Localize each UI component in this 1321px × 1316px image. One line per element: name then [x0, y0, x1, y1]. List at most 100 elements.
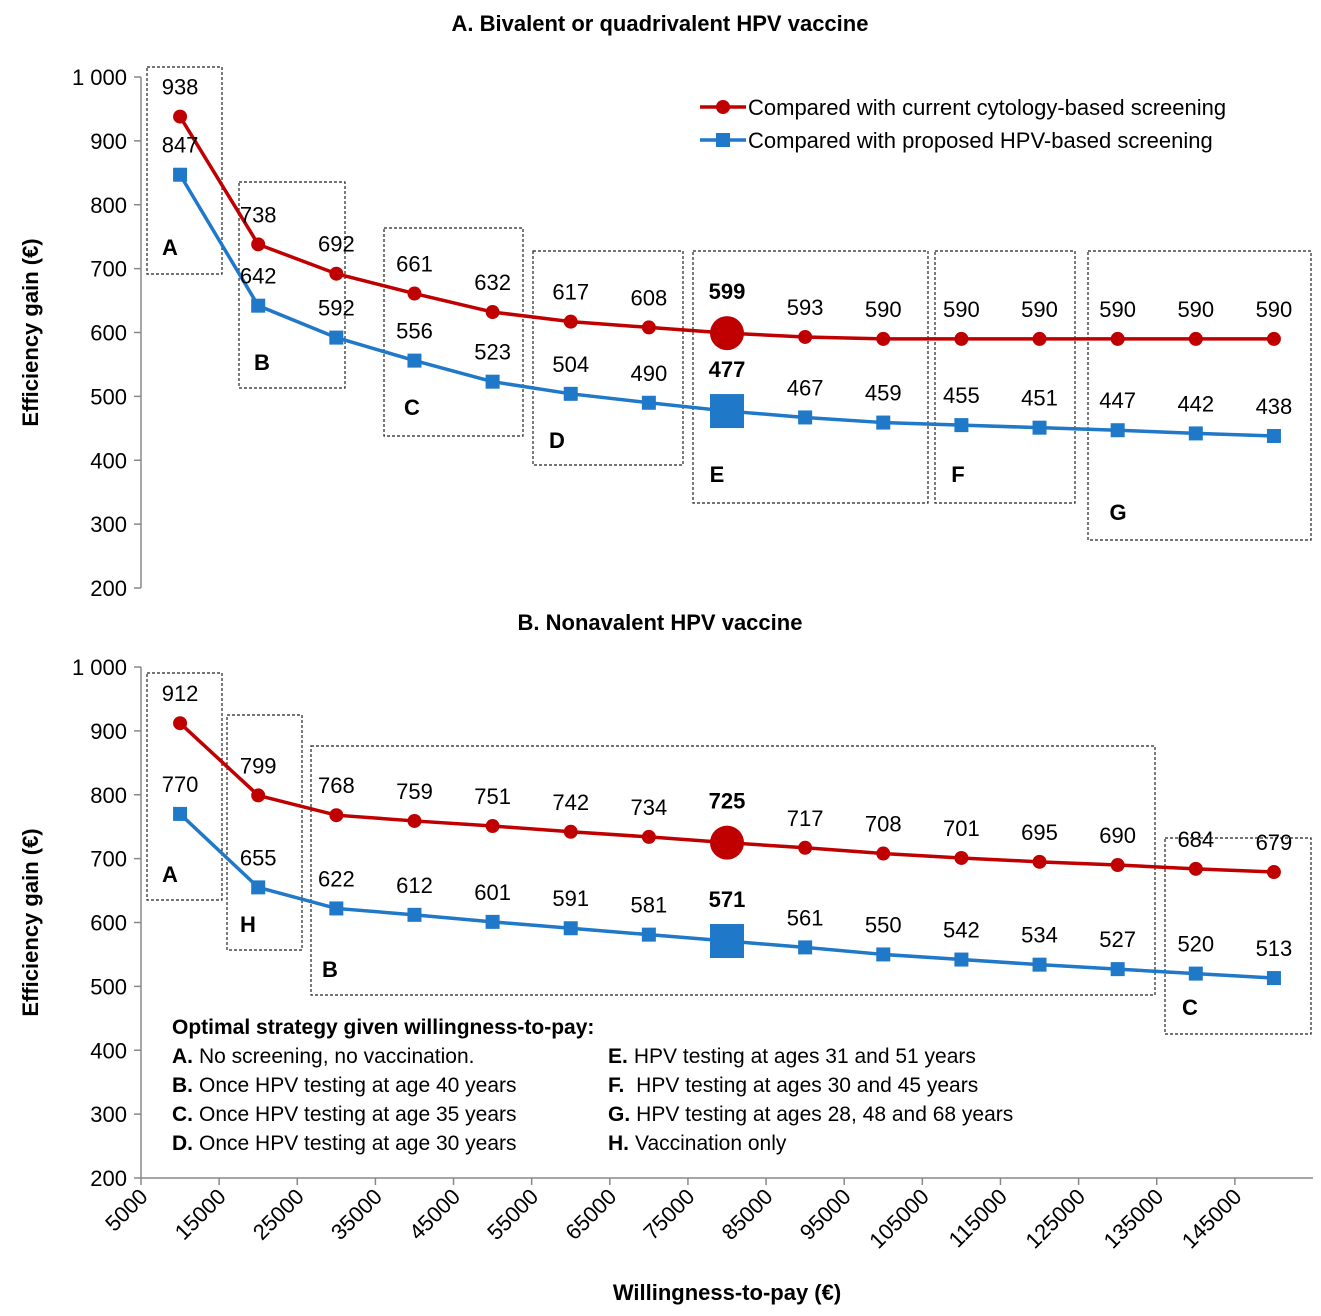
- strategy-box-label: C: [404, 395, 420, 420]
- x-tick-label: 125000: [1021, 1184, 1091, 1254]
- marker: [173, 806, 188, 821]
- key-text: HPV testing at ages 30 and 45 years: [630, 1074, 978, 1097]
- y-tick-label: 700: [90, 257, 127, 282]
- data-label: 912: [162, 681, 199, 706]
- marker: [876, 415, 891, 430]
- key-item: H. Vaccination only: [608, 1132, 787, 1155]
- y-axis-title: Efficiency gain (€): [18, 238, 43, 426]
- data-label: 542: [943, 918, 980, 943]
- data-label: 534: [1021, 923, 1058, 948]
- marker: [876, 846, 891, 861]
- y-tick-label: 1 000: [72, 655, 127, 680]
- marker: [1266, 865, 1281, 880]
- x-tick-label: 5000: [100, 1184, 152, 1236]
- data-label: 847: [162, 133, 199, 158]
- marker: [798, 840, 813, 855]
- key-heading: Optimal strategy given willingness-to-pa…: [172, 1016, 594, 1039]
- marker: [641, 927, 656, 942]
- data-label: 590: [1021, 297, 1058, 322]
- strategy-box-label: B: [322, 957, 338, 982]
- marker: [407, 286, 422, 301]
- marker: [954, 850, 969, 865]
- data-label: 442: [1177, 391, 1214, 416]
- marker: [1032, 854, 1047, 869]
- key-letter: B.: [172, 1074, 193, 1097]
- marker: [407, 813, 422, 828]
- data-label: 490: [631, 361, 668, 386]
- x-tick-label: 95000: [795, 1184, 856, 1245]
- data-label: 591: [552, 886, 589, 911]
- marker: [1110, 962, 1125, 977]
- data-label: 592: [318, 296, 355, 321]
- marker: [641, 829, 656, 844]
- data-label: 459: [865, 381, 902, 406]
- marker: [329, 808, 344, 823]
- data-label: 523: [474, 340, 511, 365]
- key-item: E. HPV testing at ages 31 and 51 years: [608, 1045, 976, 1068]
- key-item: F. HPV testing at ages 30 and 45 years: [608, 1074, 978, 1097]
- marker: [173, 167, 188, 182]
- data-label: 695: [1021, 820, 1058, 845]
- marker: [1110, 858, 1125, 873]
- marker: [251, 880, 266, 895]
- chart-title: B. Nonavalent HPV vaccine: [518, 610, 803, 635]
- marker: [1188, 426, 1203, 441]
- y-tick-label: 900: [90, 719, 127, 744]
- data-label: 751: [474, 784, 511, 809]
- data-label: 520: [1177, 932, 1214, 957]
- legend-label: Compared with proposed HPV-based screeni…: [748, 128, 1213, 153]
- strategy-box: [383, 227, 524, 437]
- data-label: 455: [943, 383, 980, 408]
- strategy-box-label: C: [1182, 995, 1198, 1020]
- data-label: 513: [1256, 936, 1293, 961]
- x-tick-label: 145000: [1177, 1184, 1247, 1254]
- key-letter: F.: [608, 1074, 624, 1097]
- x-tick-label: 135000: [1099, 1184, 1169, 1254]
- data-label: 692: [318, 232, 355, 257]
- strategy-box-label: A: [162, 862, 178, 887]
- data-label: 438: [1256, 394, 1293, 419]
- data-label: 561: [787, 905, 824, 930]
- marker: [329, 901, 344, 916]
- data-label: 679: [1256, 830, 1293, 855]
- strategy-box: [934, 250, 1076, 504]
- strategy-box: [1087, 250, 1312, 541]
- key-letter: C.: [172, 1103, 193, 1126]
- key-item: G. HPV testing at ages 28, 48 and 68 year…: [608, 1103, 1013, 1126]
- data-label: 451: [1021, 386, 1058, 411]
- y-tick-label: 800: [90, 193, 127, 218]
- strategy-box: [146, 672, 223, 901]
- strategy-box: [226, 714, 303, 951]
- key-item: C. Once HPV testing at age 35 years: [172, 1103, 517, 1126]
- marker: [1110, 423, 1125, 438]
- marker: [251, 237, 266, 252]
- x-tick-label: 65000: [560, 1184, 621, 1245]
- y-tick-label: 800: [90, 783, 127, 808]
- marker: [710, 316, 744, 351]
- key-text: Once HPV testing at age 40 years: [199, 1074, 517, 1097]
- data-label: 477: [709, 357, 746, 382]
- marker: [1188, 966, 1203, 981]
- x-tick-label: 115000: [944, 1184, 1012, 1252]
- x-tick-label: 35000: [326, 1184, 387, 1245]
- y-tick-label: 200: [90, 576, 127, 601]
- data-label: 590: [865, 297, 902, 322]
- data-label: 571: [709, 887, 746, 912]
- data-label: 690: [1099, 823, 1136, 848]
- marker: [1032, 957, 1047, 972]
- y-tick-label: 400: [90, 1038, 127, 1063]
- marker: [563, 314, 578, 329]
- data-label: 938: [162, 75, 199, 100]
- y-tick-label: 300: [90, 1102, 127, 1127]
- data-label: 717: [787, 806, 824, 831]
- strategy-box-label: G: [1109, 500, 1126, 525]
- key-letter: G.: [608, 1103, 630, 1126]
- marker: [563, 824, 578, 839]
- marker: [173, 716, 188, 731]
- y-tick-label: 1 000: [72, 65, 127, 90]
- data-label: 632: [474, 270, 511, 295]
- strategy-box: [310, 745, 1156, 996]
- data-label: 593: [787, 295, 824, 320]
- key-letter: H.: [608, 1132, 629, 1155]
- y-tick-label: 600: [90, 321, 127, 346]
